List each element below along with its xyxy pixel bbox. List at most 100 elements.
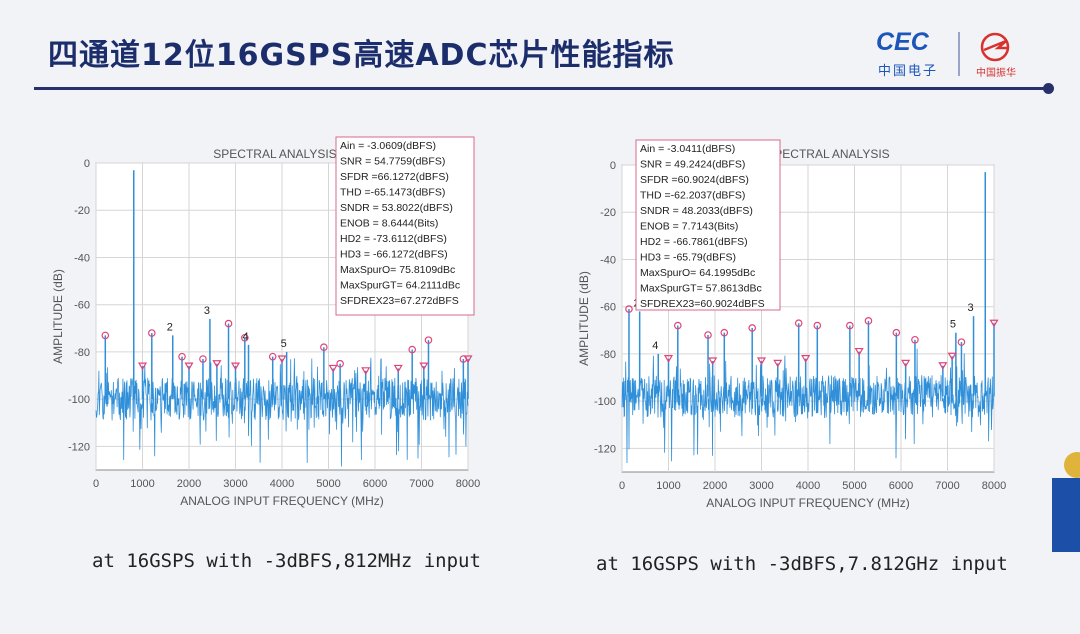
x-axis-label: ANALOG INPUT FREQUENCY (MHz) [706,496,910,510]
spur-circle-marker [911,335,919,344]
x-tick-label: 2000 [177,478,201,490]
spur-circle-marker [424,336,433,344]
stats-line: HD3 = -66.1272(dBFS) [340,249,448,261]
spur-triangle-marker [419,362,429,371]
y-tick-label: 0 [84,158,90,170]
spur-triangle-marker [947,352,957,361]
harmonic-label: 4 [243,331,249,343]
spur-circle-marker [794,319,803,328]
spur-triangle-marker [854,347,864,356]
stats-line: MaxSpurGT= 57.8613dBc [640,283,762,295]
stats-line: SFDR =66.1272(dBFS) [340,171,449,183]
y-axis-label: AMPLITUDE (dB) [577,271,591,366]
stats-line: ENOB = 7.7143(Bits) [640,221,738,233]
spectrum-chart-812mhz: 2 3 4 5 0 -20 -40 -60 -80 -100 -120 0 1000 2000 3000 40… [51,136,480,508]
x-tick-label: 0 [93,478,99,490]
stats-line: SFDR =60.9024(dBFS) [640,174,749,186]
title-underline-dot [1043,83,1054,94]
spur-triangle-marker [230,362,241,371]
stats-line: THD =-65.1473(dBFS) [340,187,445,199]
stats-line: Ain = -3.0609(dBFS) [340,140,436,152]
y-tick-label: -100 [594,396,616,408]
y-tick-label: -40 [600,254,616,266]
spur-circle-marker [625,305,633,313]
spur-triangle-marker [663,355,674,363]
spur-circle-marker [704,331,712,339]
stats-box [635,139,781,311]
x-tick-label: 8000 [982,480,1006,492]
y-axis-label: AMPLITUDE (dB) [51,269,65,364]
spur-circle-marker [336,359,344,368]
stats-line: HD2 = -73.6112(dBFS) [340,233,447,245]
chart-title: SPECTRAL ANALYSIS [766,147,889,161]
stats-line: ENOB = 8.6444(Bits) [340,218,438,230]
spur-circle-marker [224,319,233,328]
spur-circle-marker [320,343,328,352]
spur-triangle-marker [361,367,371,376]
stats-line: SNDR = 48.2033(dBFS) [640,205,753,217]
x-tick-label: 5000 [316,478,340,490]
x-tick-label: 5000 [842,480,866,492]
y-tick-label: -100 [68,394,90,406]
x-tick-label: 4000 [796,480,820,492]
x-tick-label: 6000 [363,478,387,490]
spur-circle-marker [101,331,110,340]
x-axis-label: ANALOG INPUT FREQUENCY (MHz) [180,494,384,508]
spur-triangle-marker [212,360,222,368]
y-tick-label: -80 [600,349,616,361]
spur-circle-marker [813,321,822,330]
y-tick-label: -60 [74,300,90,312]
stats-box [335,136,475,316]
x-tick-label: 2000 [703,480,727,492]
spur-circle-marker [748,324,757,332]
spur-triangle-marker [756,357,767,366]
y-tick-label: -80 [74,347,90,359]
spur-circle-marker [720,328,729,337]
stats-line: HD3 = -65.79(dBFS) [640,252,736,264]
stats-line: THD =-62.2037(dBFS) [640,190,745,202]
stats-line: MaxSpurO= 75.8109dBc [340,264,455,276]
noise-floor-series [621,348,995,464]
spur-circle-marker [892,328,901,337]
spur-circle-marker [864,317,873,325]
stats-line: MaxSpurO= 64.1995dBc [640,267,755,279]
y-tick-label: 0 [610,160,616,172]
spur-triangle-marker [901,359,911,368]
spur-circle-marker [199,355,207,363]
caption-812mhz: at 16GSPS with -3dBFS,812MHz input [92,550,481,572]
x-tick-label: 6000 [889,480,913,492]
spur-triangle-marker [989,319,999,328]
x-tick-label: 4000 [270,478,294,490]
spur-circle-marker [408,345,417,354]
harmonic-label: 3 [968,302,974,314]
spur-circle-marker [148,329,156,337]
zhenhua-logo-subtitle: 中国振华 [976,68,1016,79]
spur-circle-marker [268,352,277,361]
stats-line: MaxSpurGT= 64.2111dBc [340,280,460,292]
stats-line: Ain = -3.0411(dBFS) [640,143,735,155]
harmonic-label: 4 [652,340,658,352]
x-tick-label: 7000 [409,478,433,490]
spur-triangle-marker [277,355,287,364]
slide-title: 四通道12位16GSPS高速ADC芯片性能指标 [48,38,675,73]
cec-logo: CEC [876,28,929,56]
spur-triangle-marker [938,362,948,370]
cec-logo-subtitle: 中国电子 [878,64,939,79]
stats-line: SFDREX23=67.272dBFS [340,295,459,307]
x-tick-label: 3000 [749,480,773,492]
y-tick-label: -20 [74,205,90,217]
spur-circle-marker [846,321,854,330]
spur-triangle-marker [463,355,473,364]
x-tick-label: 3000 [223,478,247,490]
spectrum-chart-7812mhz: 23450-20-40-60-80-100-120010002000300040… [577,139,1006,510]
y-tick-label: -20 [600,207,616,219]
spur-triangle-marker [708,357,718,366]
spur-triangle-marker [801,355,811,363]
y-tick-label: -120 [68,441,90,453]
spur-circle-marker [178,352,186,361]
logo-divider [958,32,960,76]
stats-line: SNR = 54.7759(dBFS) [340,156,445,168]
caption-7812mhz: at 16GSPS with -3dBFS,7.812GHz input [596,553,1008,575]
stats-line: SFDREX23=60.9024dBFS [640,298,765,310]
x-tick-label: 1000 [130,478,154,490]
